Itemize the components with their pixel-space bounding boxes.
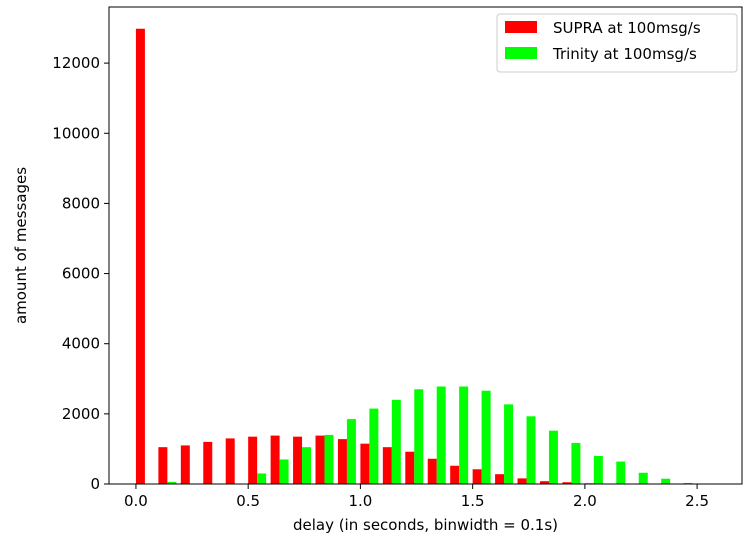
bar-supra-19 (562, 482, 572, 484)
bar-supra-5 (248, 436, 258, 484)
y-axis-label: amount of messages (12, 167, 30, 324)
y-tick-label: 10000 (52, 124, 100, 142)
bar-supra-15 (472, 469, 482, 484)
bar-trinity-20 (593, 455, 603, 484)
bar-supra-7 (293, 436, 303, 484)
bar-supra-0 (135, 28, 145, 485)
x-tick-label: 0.5 (236, 492, 260, 510)
bars-layer (135, 28, 693, 485)
y-tick-label: 12000 (52, 54, 100, 72)
bar-supra-18 (539, 481, 549, 484)
bar-supra-3 (203, 441, 213, 484)
x-tick-label: 1.5 (461, 492, 485, 510)
y-tick-label: 8000 (62, 194, 100, 212)
y-tick-label: 0 (90, 475, 100, 493)
bar-trinity-7 (302, 447, 312, 484)
bar-trinity-22 (638, 472, 648, 484)
bar-supra-13 (427, 458, 437, 484)
bar-trinity-5 (257, 473, 267, 484)
bar-trinity-8 (324, 434, 334, 484)
bar-supra-16 (495, 474, 505, 484)
bar-trinity-12 (414, 389, 424, 484)
bar-trinity-1 (167, 481, 177, 484)
bar-trinity-15 (481, 390, 491, 484)
y-axis-ticks: 0 2000 4000 6000 8000 10000 12000 (52, 54, 109, 493)
y-tick-label: 4000 (62, 335, 100, 353)
legend-box (496, 13, 738, 73)
legend-label-trinity: Trinity at 100msg/s (552, 45, 697, 63)
bar-trinity-13 (436, 386, 446, 484)
bar-trinity-14 (459, 386, 469, 484)
legend-swatch-supra (505, 21, 537, 33)
y-tick-label: 2000 (62, 405, 100, 423)
legend-swatch-trinity (505, 47, 537, 59)
bar-supra-1 (158, 447, 168, 484)
bar-trinity-9 (346, 419, 356, 484)
bar-supra-14 (450, 465, 460, 484)
bar-supra-2 (180, 445, 190, 484)
bar-trinity-17 (526, 416, 536, 484)
legend: SUPRA at 100msg/s Trinity at 100msg/s (496, 13, 738, 73)
y-tick-label: 6000 (62, 265, 100, 283)
bar-trinity-19 (571, 442, 581, 484)
bar-supra-9 (337, 439, 347, 484)
bar-trinity-18 (548, 430, 558, 484)
x-tick-label: 1.0 (348, 492, 372, 510)
x-tick-label: 2.0 (573, 492, 597, 510)
bar-supra-10 (360, 443, 370, 484)
bar-trinity-16 (504, 404, 514, 484)
bar-supra-17 (517, 478, 527, 484)
bar-trinity-10 (369, 408, 379, 484)
bar-supra-12 (405, 451, 415, 484)
bar-supra-6 (270, 435, 280, 484)
x-tick-label: 0.0 (124, 492, 148, 510)
plot-frame (108, 6, 743, 485)
bar-trinity-24 (683, 482, 693, 484)
x-tick-label: 2.5 (685, 492, 709, 510)
bar-supra-8 (315, 435, 325, 484)
bar-supra-4 (225, 438, 235, 484)
bar-trinity-21 (616, 461, 626, 484)
x-axis-label: delay (in seconds, binwidth = 0.1s) (293, 516, 558, 534)
bar-supra-11 (382, 447, 392, 484)
bar-trinity-23 (661, 478, 671, 484)
x-axis-ticks: 0.0 0.5 1.0 1.5 2.0 2.5 (124, 484, 709, 510)
bar-trinity-11 (391, 399, 401, 484)
bar-trinity-6 (279, 459, 289, 484)
legend-label-supra: SUPRA at 100msg/s (553, 19, 701, 37)
